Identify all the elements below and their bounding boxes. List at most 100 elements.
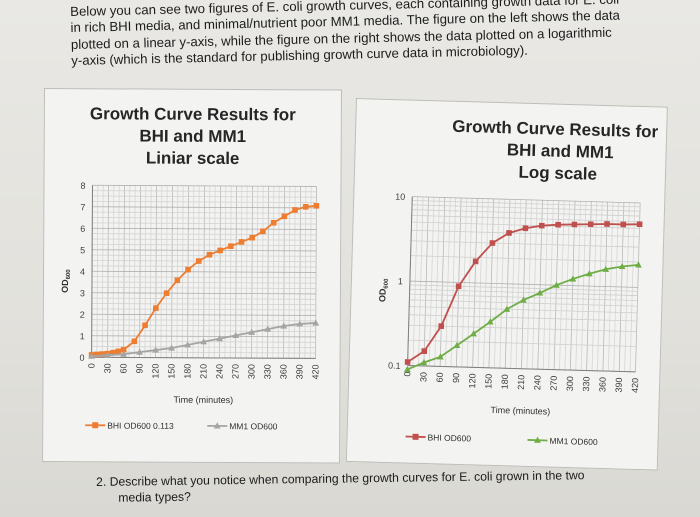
horizontal-gridline xyxy=(409,280,638,288)
data-point xyxy=(217,247,223,254)
data-point xyxy=(248,328,256,335)
y-tick-label: 1 xyxy=(398,276,403,286)
horizontal-gridline xyxy=(91,303,316,306)
horizontal-gridline xyxy=(92,233,317,236)
data-point xyxy=(120,350,127,357)
x-tick-label: 90 xyxy=(451,373,461,383)
legend-marker xyxy=(412,433,419,440)
data-point xyxy=(200,338,208,345)
x-tick-label: 0 xyxy=(87,363,97,368)
horizontal-gridline xyxy=(92,222,317,225)
horizontal-gridline xyxy=(411,240,639,248)
data-point xyxy=(436,353,444,360)
data-point xyxy=(185,266,191,273)
data-point xyxy=(216,334,224,342)
horizontal-gridline xyxy=(412,200,641,208)
horizontal-gridline xyxy=(92,190,317,193)
horizontal-gridline xyxy=(411,214,640,223)
data-point xyxy=(270,219,277,226)
horizontal-gridline xyxy=(92,211,317,214)
horizontal-gridline xyxy=(92,227,317,230)
horizontal-gridline xyxy=(92,270,317,273)
horizontal-gridline xyxy=(91,286,316,289)
y-axis-title: OD600 xyxy=(377,278,390,302)
x-tick-label: 300 xyxy=(565,376,575,391)
horizontal-gridline xyxy=(92,184,317,187)
data-point xyxy=(438,323,445,330)
horizontal-gridline xyxy=(91,308,316,311)
horizontal-gridline xyxy=(411,209,640,217)
x-tick-label: 390 xyxy=(614,377,624,392)
series-1 xyxy=(88,319,320,359)
data-point xyxy=(403,365,411,373)
horizontal-gridline xyxy=(409,306,638,314)
data-point xyxy=(163,290,170,296)
legend-label: BHI OD600 0.113 xyxy=(107,421,174,431)
horizontal-gridline xyxy=(92,276,317,279)
x-tick-label: 60 xyxy=(119,363,129,373)
data-point xyxy=(602,265,610,272)
x-tick-label: 210 xyxy=(198,364,208,379)
linear-title-line-1: Growth Curve Results for xyxy=(89,104,296,125)
y-tick-label: 3 xyxy=(80,288,85,298)
horizontal-gridline xyxy=(411,221,640,229)
horizontal-gridline xyxy=(92,206,317,209)
data-point xyxy=(404,359,411,365)
legend-label: BHI OD600 xyxy=(427,432,471,443)
horizontal-gridline xyxy=(91,351,316,354)
horizontal-gridline xyxy=(92,238,317,241)
x-tick-label: 30 xyxy=(103,363,113,373)
data-point xyxy=(104,351,111,358)
log-figure-title: Growth Curve Results for BHI and MM1 Log… xyxy=(451,116,659,188)
y-tick-label: 10 xyxy=(395,192,405,202)
y-tick-label: 5 xyxy=(80,245,85,255)
x-axis-title: Time (minutes) xyxy=(490,405,550,417)
data-point xyxy=(585,270,593,277)
data-point xyxy=(536,289,544,296)
linear-figure-title: Growth Curve Results for BHI and MM1 Lin… xyxy=(45,103,341,171)
x-tick-label: 210 xyxy=(516,375,526,390)
x-tick-label: 360 xyxy=(278,364,288,379)
horizontal-gridline xyxy=(412,196,641,204)
x-axis-line xyxy=(407,365,636,373)
x-tick-label: 150 xyxy=(483,374,493,389)
question-2: 2. Describe what you notice when compari… xyxy=(96,466,636,506)
data-point xyxy=(587,221,594,228)
horizontal-gridline xyxy=(412,204,640,212)
x-tick-label: 300 xyxy=(246,364,256,379)
data-point xyxy=(312,319,320,326)
chart-0-grid xyxy=(91,184,317,359)
horizontal-gridline xyxy=(408,339,637,347)
data-point xyxy=(88,352,95,359)
legend-label: MM1 OD600 xyxy=(549,436,598,447)
data-point xyxy=(168,344,176,351)
x-tick-label: 90 xyxy=(135,363,145,373)
data-point xyxy=(489,240,496,246)
legend-marker xyxy=(92,422,99,429)
linear-chart: 0 1 2 3 4 5 6 7 8 0 30 60 90 120 150 180 210 240 270 300 330… xyxy=(60,181,321,432)
data-point xyxy=(503,305,511,312)
y-tick-label: 0.1 xyxy=(388,361,401,371)
y-tick-label: 6 xyxy=(80,224,85,234)
linear-title-line-3: Liniar scale xyxy=(145,148,240,169)
horizontal-gridline xyxy=(409,299,638,307)
data-point xyxy=(131,338,138,345)
horizontal-gridline xyxy=(92,195,317,198)
series-0 xyxy=(88,202,320,358)
data-point xyxy=(470,330,477,337)
x-tick-label: 420 xyxy=(310,364,320,379)
data-point xyxy=(519,296,527,303)
x-tick-label: 150 xyxy=(166,364,176,379)
x-tick-label: 270 xyxy=(548,375,558,390)
x-axis-title: Time (minutes) xyxy=(173,395,233,405)
data-point xyxy=(249,234,256,241)
data-point xyxy=(195,258,202,264)
data-point xyxy=(421,348,428,355)
data-point xyxy=(552,281,560,288)
y-axis-line xyxy=(407,196,413,366)
horizontal-gridline xyxy=(91,297,316,300)
horizontal-gridline xyxy=(92,243,317,246)
data-point xyxy=(264,325,272,332)
series-1 xyxy=(403,261,642,373)
data-point xyxy=(120,346,127,353)
